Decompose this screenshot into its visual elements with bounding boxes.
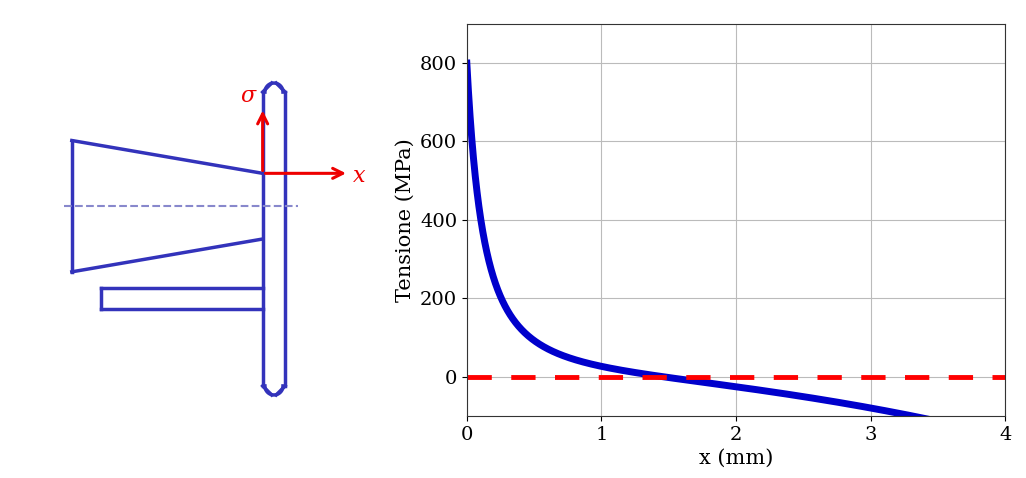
Text: x: x [353,165,365,187]
X-axis label: x (mm): x (mm) [699,449,774,468]
Y-axis label: Tensione (MPa): Tensione (MPa) [395,138,415,302]
Text: σ: σ [240,85,255,107]
